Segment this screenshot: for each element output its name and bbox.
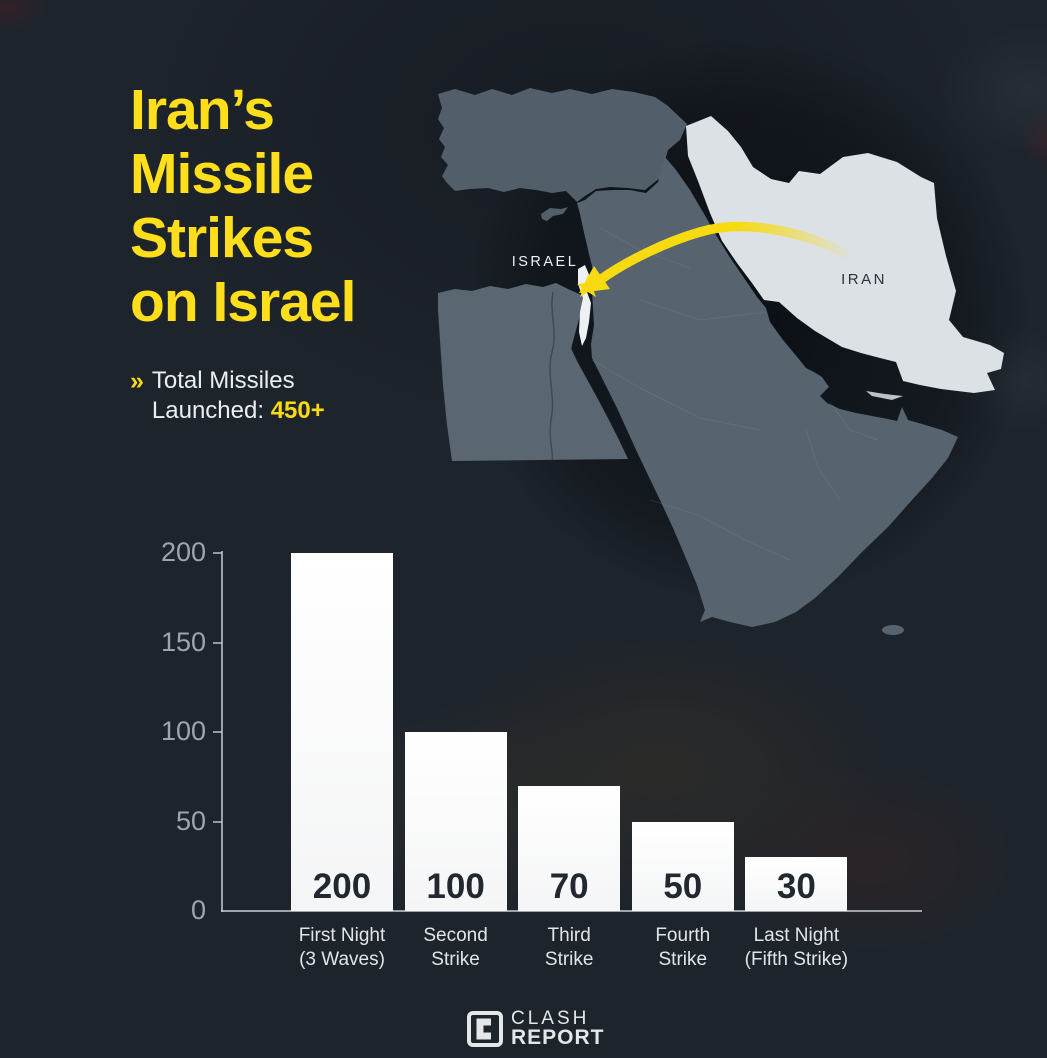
missile-arrowhead-icon [579,266,610,293]
y-tick-mark [213,552,222,554]
bar-value-label: 70 [549,866,589,906]
page-title: Iran’s Missile Strikes on Israel [130,78,356,334]
category-label: Third Strike [544,925,594,970]
title-line: on Israel [130,270,356,334]
y-tick-mark [213,731,222,733]
x-axis-line [221,910,922,912]
title-line: Missile [130,142,314,206]
y-axis-line [221,551,223,912]
subtitle-total-missiles: » Total Missiles Launched: 450+ [130,366,325,426]
y-tick-mark [213,820,222,823]
category-label: Last Night (Fifth Strike) [744,925,849,970]
map-label-iran: IRAN [841,271,887,288]
bar-5: 30 [745,857,848,911]
clash-report-logo-icon [467,1011,503,1047]
map-label-israel: ISRAEL [512,254,579,270]
subtitle-line2: Launched: 450+ [151,397,325,424]
country-borders [591,227,879,561]
chevron-icon: » [130,367,144,395]
y-tick-label: 50 [175,805,206,836]
y-tick-label: 150 [160,626,206,657]
bar-value-label: 100 [426,867,485,906]
missile-arc [595,221,857,285]
clash-report-logo: CLASH REPORT [466,1008,605,1049]
bar-4: 50 [631,821,734,911]
island-cyprus [541,207,568,221]
river-nile [549,291,555,462]
bar-3: 70 [518,785,621,911]
middle-east-map: ISRAEL IRAN [438,88,1004,635]
logo-text-clash: CLASH [511,1008,590,1029]
category-label: Second Strike [423,925,488,970]
title-line: Iran’s [130,78,275,142]
title-line: Strikes [130,206,314,270]
country-egypt [438,283,628,461]
country-turkey [438,88,687,202]
landmass-levant-arabia [577,157,958,627]
y-tick-mark [213,641,222,644]
y-tick-label: 200 [160,537,206,567]
island-socotra [882,625,904,635]
subtitle-line1: Total Missiles [151,367,295,394]
y-tick-label: 100 [160,716,206,746]
island-qeshm [866,391,903,400]
logo-text-report: REPORT [511,1026,605,1049]
total-missiles-value: 450+ [270,397,325,424]
bar-value-label: 30 [776,866,816,906]
y-tick-label: 0 [190,895,206,925]
bar-1: 200 [291,553,393,911]
bar-2: 100 [404,732,507,911]
bar-value-label: 50 [663,867,703,906]
category-label: Fourth Strike [655,925,711,970]
bar-value-label: 200 [312,867,372,906]
category-label: First Night (3 Waves) [298,925,386,970]
